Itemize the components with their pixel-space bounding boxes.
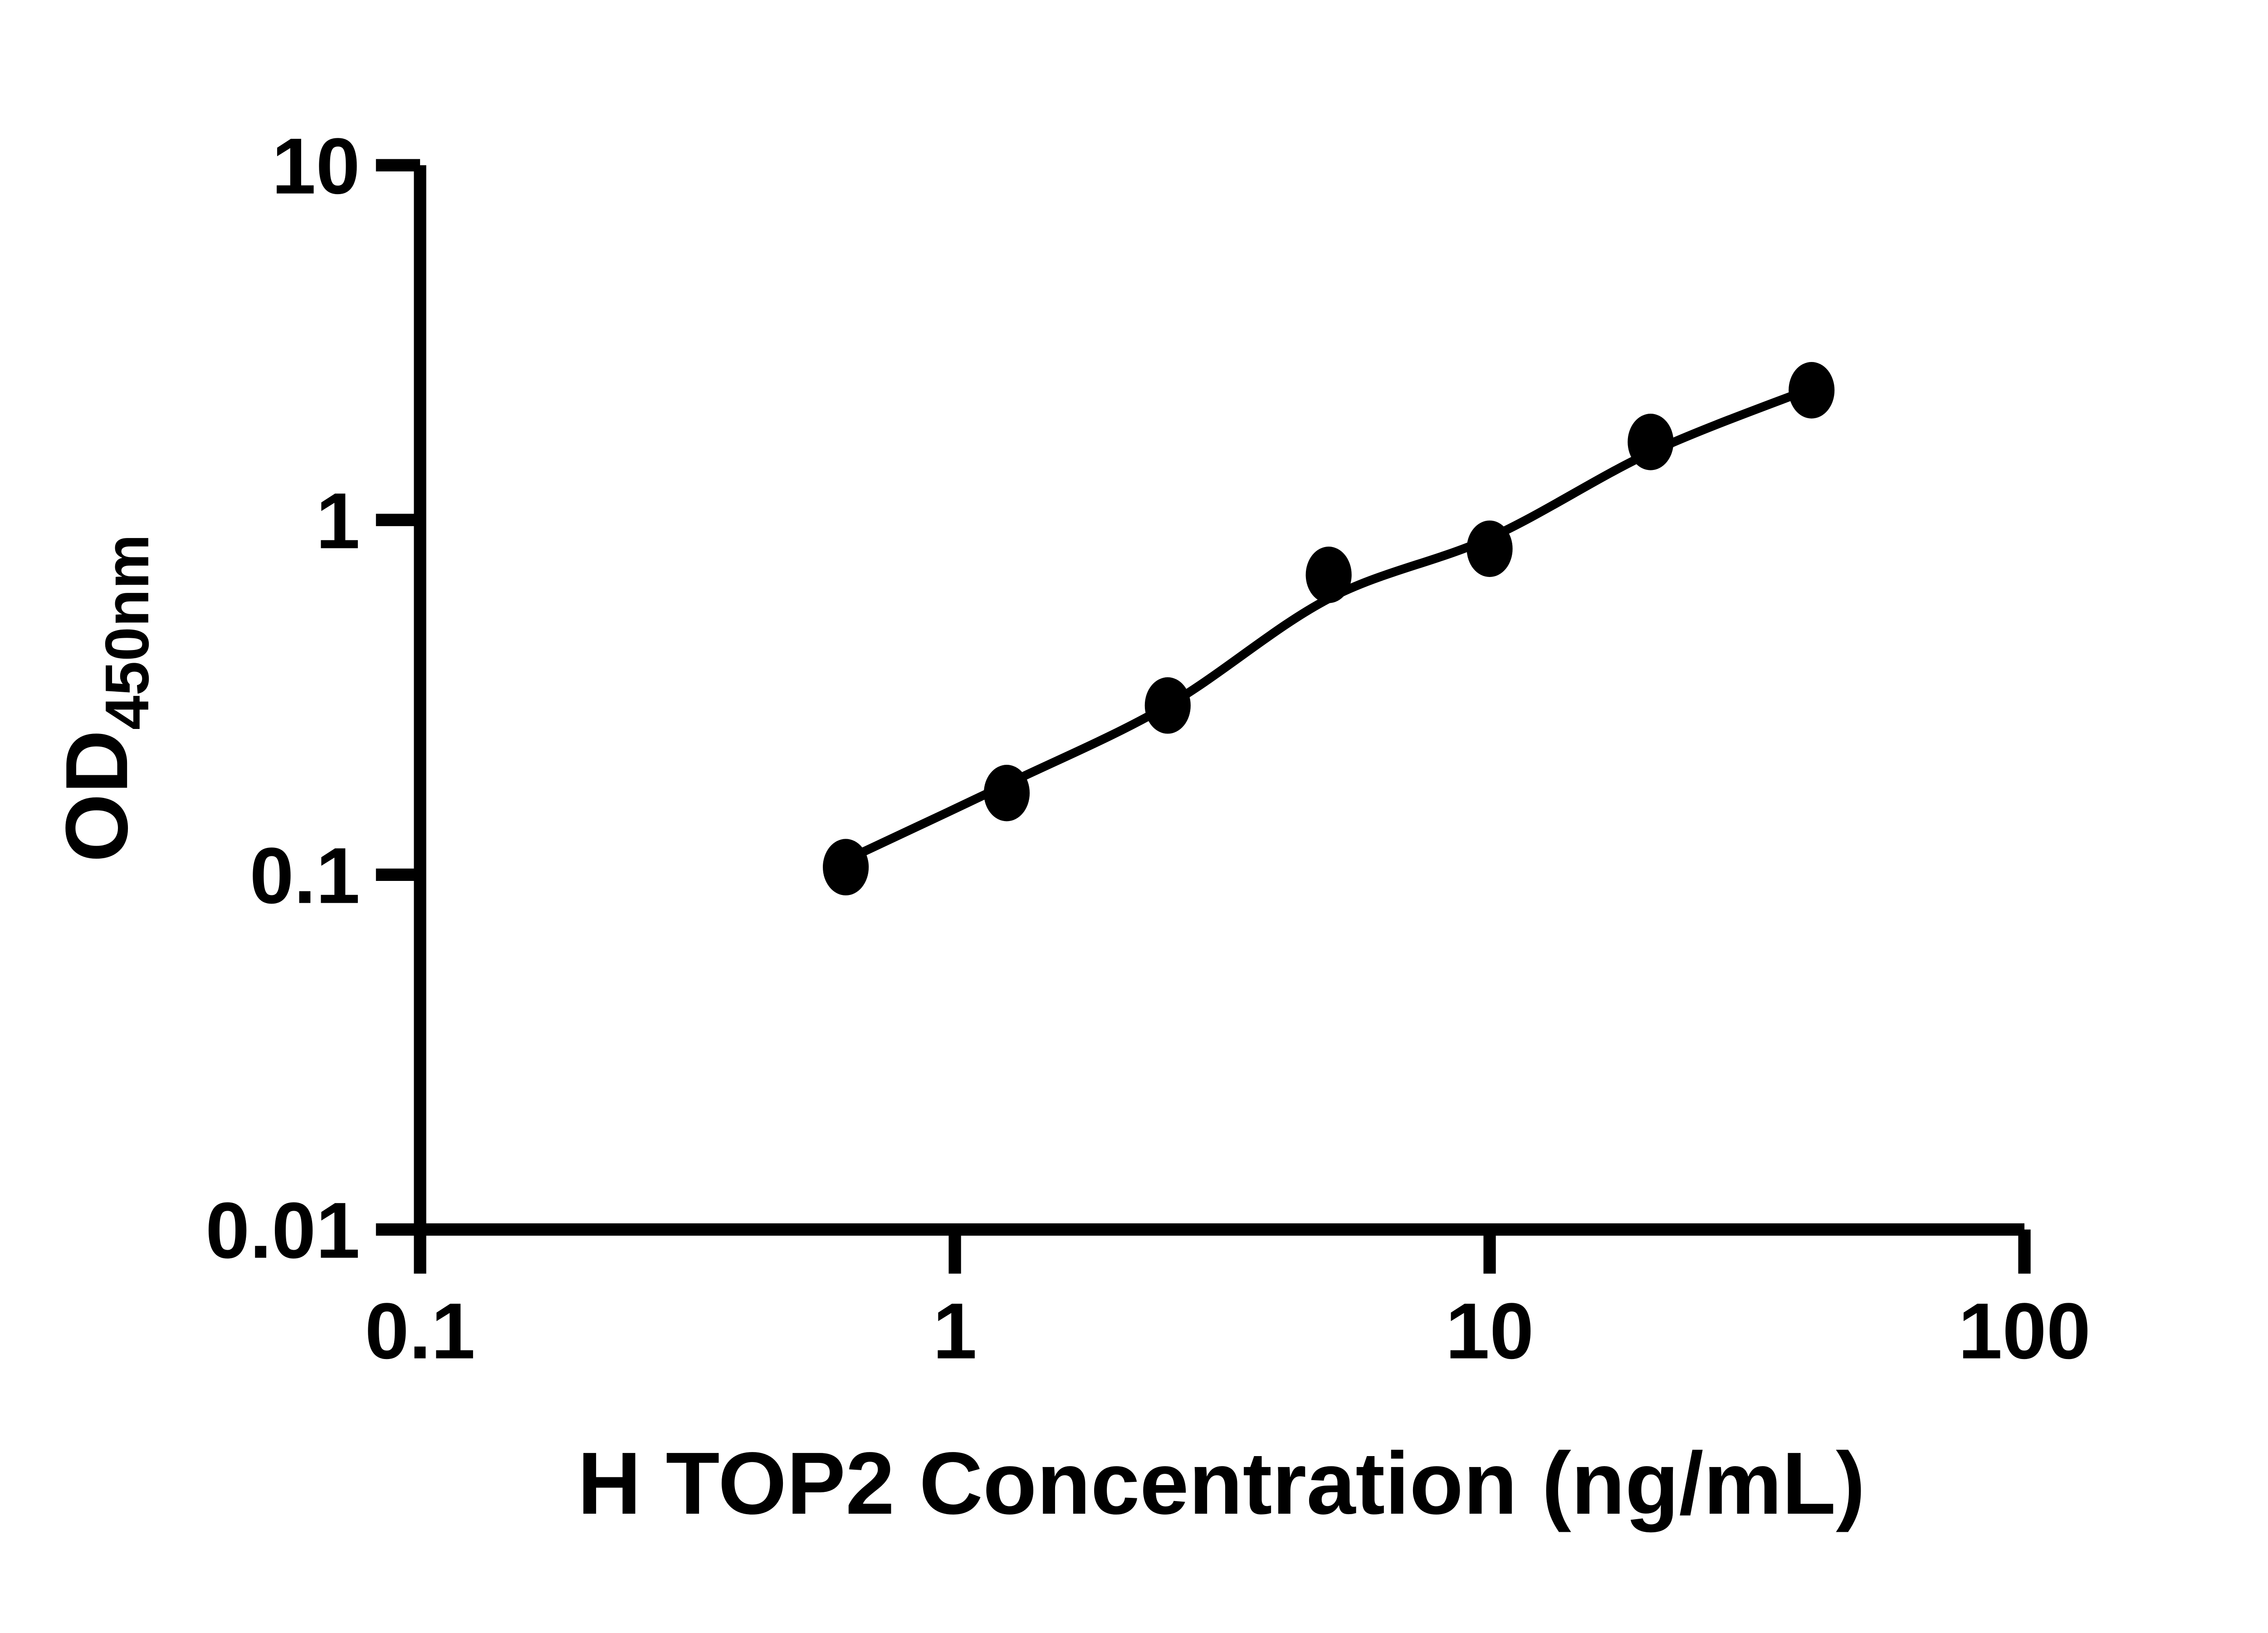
data-point-marker — [983, 764, 1030, 821]
y-axis-title-subscript: 450nm — [93, 534, 161, 730]
x-tick-label: 1 — [933, 1287, 977, 1376]
x-axis-title: H TOP2 Concentration (ng/mL) — [577, 1434, 1865, 1533]
x-tick-label: 10 — [1446, 1287, 1534, 1376]
y-axis-title: OD450nm — [48, 534, 161, 862]
y-tick-label: 0.01 — [205, 1186, 360, 1275]
x-tick-label: 0.1 — [365, 1287, 475, 1376]
axes — [376, 159, 2031, 1274]
x-tick-label: 100 — [1958, 1287, 2091, 1376]
data-point-marker — [1789, 362, 1835, 419]
data-point-marker — [823, 839, 869, 895]
y-tick-label: 1 — [316, 477, 360, 566]
data-point-marker — [1144, 677, 1191, 734]
data-point-marker — [1466, 520, 1513, 577]
y-tick-label: 10 — [272, 122, 360, 210]
data-point-marker — [1305, 547, 1352, 603]
data-points — [823, 362, 1835, 895]
data-point-marker — [1628, 414, 1674, 470]
y-tick-label: 0.1 — [249, 831, 360, 920]
y-axis-title-main: OD — [48, 730, 146, 862]
